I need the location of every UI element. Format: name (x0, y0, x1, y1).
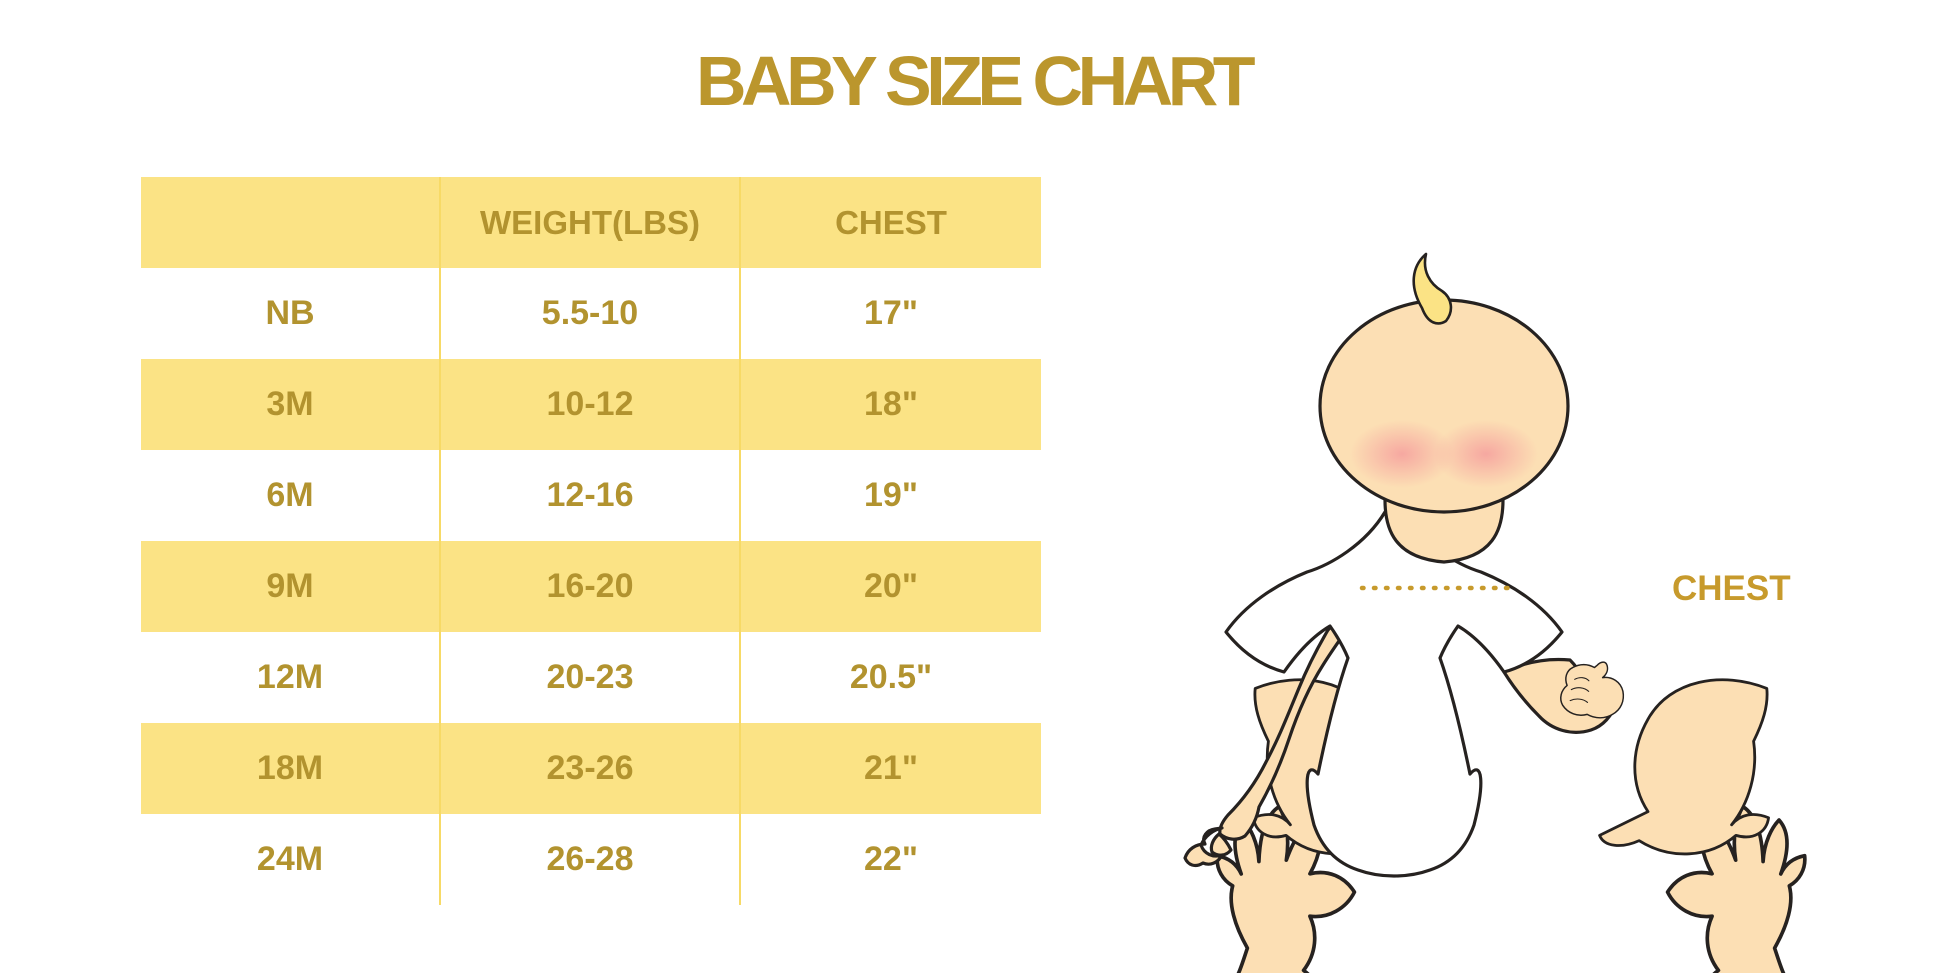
svg-text:CHEST: CHEST (1672, 569, 1791, 608)
